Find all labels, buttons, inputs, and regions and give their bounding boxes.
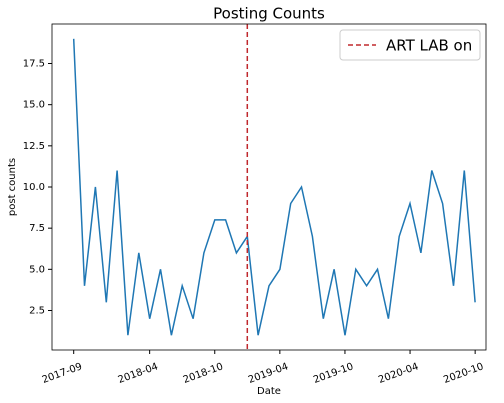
chart-title: Posting Counts xyxy=(213,5,325,23)
y-tick-label: 17.5 xyxy=(23,59,45,70)
y-tick-label: 7.5 xyxy=(29,223,45,234)
y-tick-label: 2.5 xyxy=(29,305,45,316)
legend-box xyxy=(339,29,481,61)
y-tick-label: 12.5 xyxy=(23,141,45,152)
y-tick-label: 15.0 xyxy=(23,100,45,111)
y-axis-label: post counts xyxy=(7,158,18,216)
plot-frame xyxy=(51,23,487,351)
x-axis-label: Date xyxy=(257,386,281,397)
y-tick-label: 5.0 xyxy=(29,264,45,275)
legend-label: ART LAB on xyxy=(386,37,472,55)
y-tick-label: 10.0 xyxy=(23,182,45,193)
data-line xyxy=(72,38,476,336)
